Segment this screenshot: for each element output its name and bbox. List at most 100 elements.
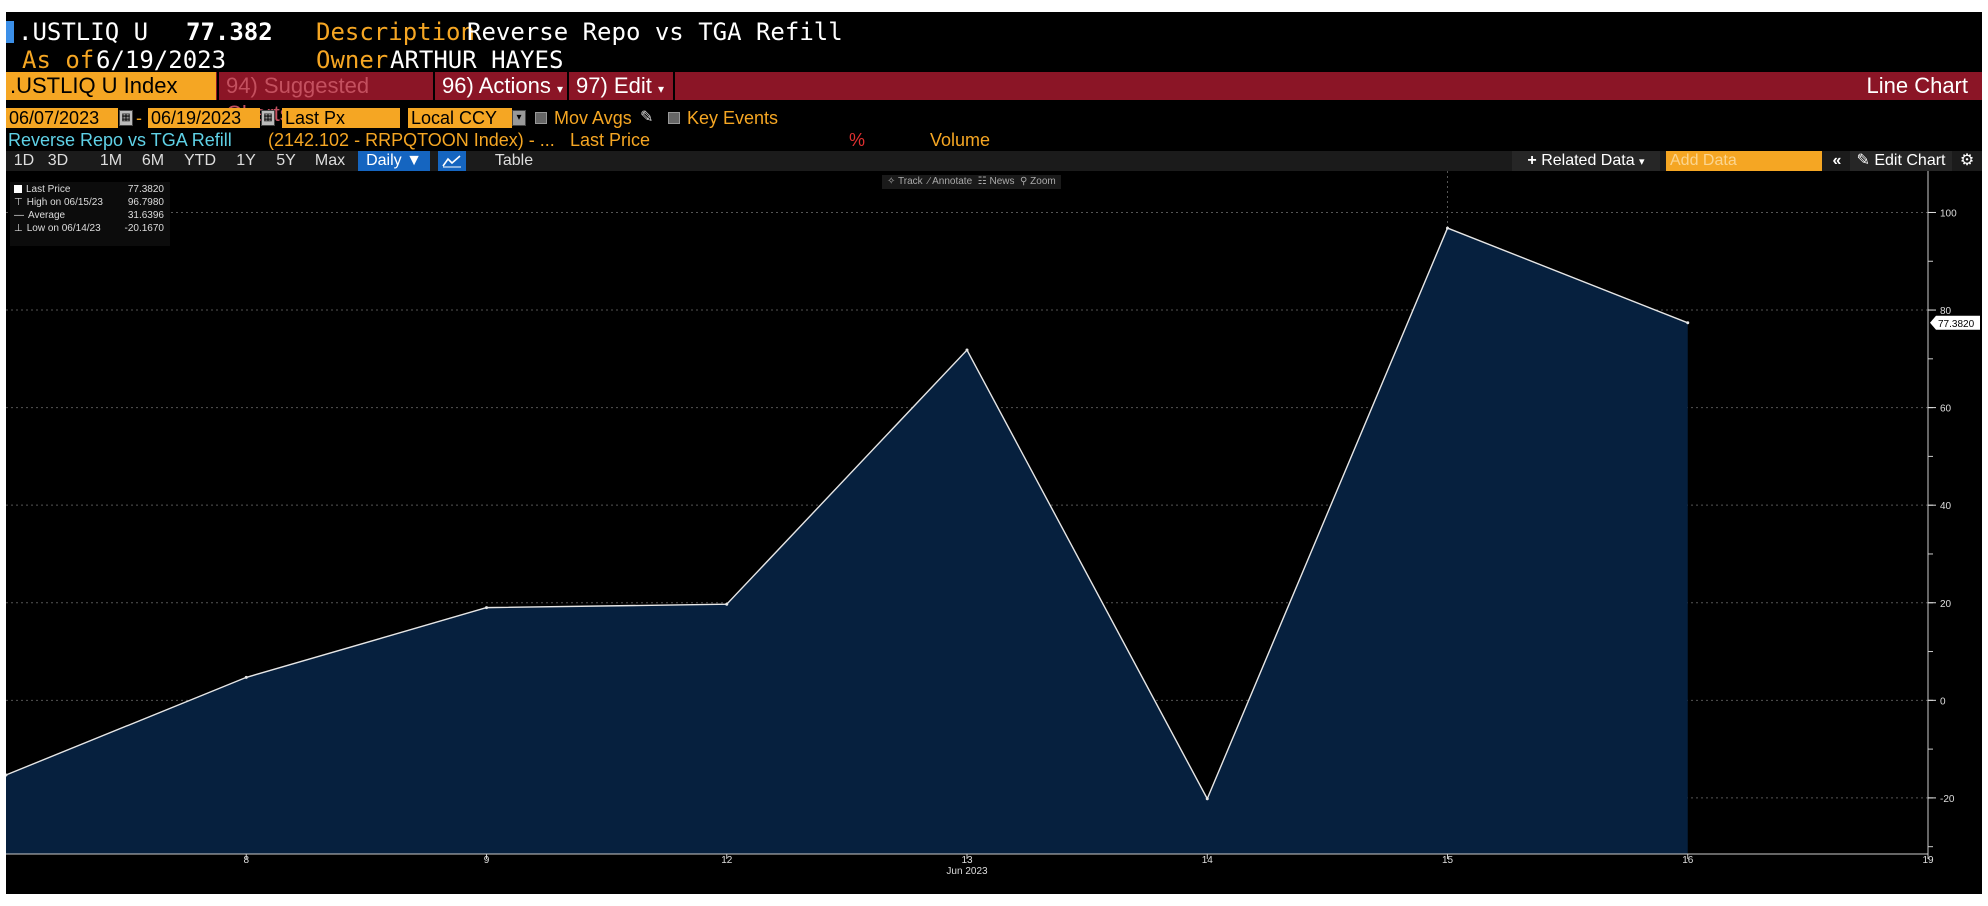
period-1m[interactable]: 1M [99, 152, 123, 169]
price-field-select[interactable]: Last Px [282, 108, 400, 128]
news-tool[interactable]: News [989, 176, 1015, 187]
news-icon[interactable]: ☷ [977, 176, 987, 187]
edit-label: 97) Edit [576, 73, 652, 98]
x-tick-label: 13 [961, 855, 973, 866]
owner-label: Owner [316, 46, 389, 74]
x-tick-label: 19 [1922, 855, 1934, 866]
related-data-button[interactable]: + Related Data ▾ [1512, 151, 1660, 171]
data-point [244, 675, 248, 679]
x-tick-label: 16 [1682, 855, 1694, 866]
y-tick-label: 80 [1940, 306, 1952, 317]
line-chart-icon[interactable] [438, 151, 466, 171]
separator [673, 72, 675, 100]
track-icon[interactable]: ✧ [887, 176, 896, 187]
legend-label: Low on 06/14/23 [26, 223, 101, 234]
legend-row-average: — Average [14, 210, 65, 222]
y-tick-label: 20 [1940, 599, 1952, 610]
currency-select[interactable]: Local CCY [408, 108, 512, 128]
y-tick-label: 40 [1940, 501, 1952, 512]
legend-value: 77.3820 [127, 184, 164, 195]
high-icon: ⊤ [14, 197, 23, 208]
data-point [1446, 226, 1449, 230]
period-1y[interactable]: 1Y [236, 152, 256, 169]
period-6m[interactable]: 6M [141, 152, 165, 169]
annotate-icon[interactable]: ∕ [928, 176, 930, 187]
period-ytd[interactable]: YTD [184, 152, 216, 169]
cursor-block [6, 21, 14, 43]
period-5y[interactable]: 5Y [276, 152, 296, 169]
mov-avgs-checkbox[interactable] [535, 112, 547, 124]
table-button[interactable]: Table [494, 152, 534, 169]
price-chart[interactable]: -20 0 20 40 60 80 100 8 9 12 13 14 15 16 19 Jun 2023 77.… [6, 171, 1982, 894]
legend-label: Last Price [26, 184, 71, 195]
owner: ARTHUR HAYES [390, 46, 564, 74]
legend-value: 31.6396 [127, 210, 164, 221]
chevron-down-icon[interactable]: ▾ [512, 110, 526, 126]
add-data-input[interactable]: Add Data [1666, 151, 1822, 171]
last-value-label: 77.3820 [1938, 319, 1975, 330]
legend-row-high: ⊤ High on 06/15/23 [14, 197, 103, 209]
x-tick-label: 12 [721, 855, 733, 866]
legend-value: 96.7980 [127, 197, 164, 208]
key-events-label[interactable]: Key Events [687, 108, 779, 128]
calendar-icon[interactable]: ▦ [261, 110, 275, 126]
ticker: .USTLIQ U [18, 18, 149, 46]
zoom-icon[interactable]: ⚲ [1020, 176, 1028, 187]
x-tick-label: 14 [1202, 855, 1214, 866]
data-point [485, 606, 488, 610]
date-dash: - [136, 108, 142, 128]
period-bar: 1D 3D 1M 6M YTD 1Y 5Y Max Daily ▼ Table … [6, 151, 1982, 171]
series-formula: (2142.102 - RRPQTOON Index) - ... [268, 130, 555, 150]
low-icon: ⊥ [14, 223, 23, 234]
security-field[interactable]: .USTLIQ U Index [6, 72, 216, 100]
legend-row-last: Last Price [14, 184, 70, 196]
asof-label: As of [22, 46, 95, 74]
pencil-icon: ✎ [1856, 152, 1870, 169]
pencil-icon[interactable]: ✎ [640, 109, 654, 126]
end-date-field[interactable]: 06/19/2023 [148, 108, 260, 128]
edit-button[interactable]: 97) Edit ▾ [572, 72, 672, 100]
series-name[interactable]: Reverse Repo vs TGA Refill [8, 130, 232, 150]
gear-icon[interactable]: ⚙ [1959, 152, 1975, 169]
add-data-placeholder: Add Data [1670, 152, 1737, 169]
chevron-down-icon: ▾ [1639, 156, 1645, 168]
series-line [6, 227, 1689, 801]
period-3d[interactable]: 3D [47, 152, 69, 169]
data-point [1205, 797, 1209, 801]
period-1d[interactable]: 1D [13, 152, 35, 169]
legend-value: -20.1670 [124, 223, 164, 234]
legend-label: Average [28, 210, 66, 221]
start-date-field[interactable]: 06/07/2023 [6, 108, 118, 128]
command-bar: .USTLIQ U Index 94) Suggested Charts 96)… [6, 72, 1982, 126]
edit-chart-label: Edit Chart [1874, 152, 1946, 169]
description: Reverse Repo vs TGA Refill [467, 18, 843, 46]
suggested-charts-button[interactable]: 94) Suggested Charts [222, 72, 432, 126]
chart-type-label[interactable]: Line Chart [1866, 73, 1968, 98]
average-icon: — [14, 210, 24, 221]
last-value-tag [1930, 315, 1980, 330]
period-max[interactable]: Max [314, 152, 346, 169]
zoom-tool[interactable]: Zoom [1030, 176, 1056, 187]
related-data-label: Related Data [1541, 152, 1635, 169]
last-value: 77.382 [186, 18, 273, 46]
terminal-window: .USTLIQ U 77.382 Description Reverse Rep… [6, 12, 1982, 894]
y-tick-label: 60 [1940, 404, 1952, 415]
asof-date: 6/19/2023 [96, 46, 227, 74]
key-events-checkbox[interactable] [668, 112, 680, 124]
series-field: Last Price [570, 130, 651, 150]
mov-avgs-label[interactable]: Mov Avgs [554, 108, 632, 128]
percent-label: % [849, 130, 866, 150]
legend-row-low: ⊥ Low on 06/14/23 [14, 223, 101, 235]
separator [433, 72, 435, 100]
collapse-icon[interactable]: « [1832, 152, 1842, 169]
edit-chart-button[interactable]: ✎ Edit Chart [1850, 151, 1952, 171]
chevron-down-icon: ▾ [556, 82, 563, 96]
separator [567, 72, 569, 100]
calendar-icon[interactable]: ▦ [119, 110, 133, 126]
actions-button[interactable]: 96) Actions ▾ [438, 72, 566, 100]
frequency-select[interactable]: Daily ▼ [358, 151, 430, 171]
separator [217, 72, 219, 100]
x-tick-label: 9 [484, 855, 490, 866]
annotate-tool[interactable]: Annotate [932, 176, 973, 187]
track-tool[interactable]: Track [898, 176, 923, 187]
